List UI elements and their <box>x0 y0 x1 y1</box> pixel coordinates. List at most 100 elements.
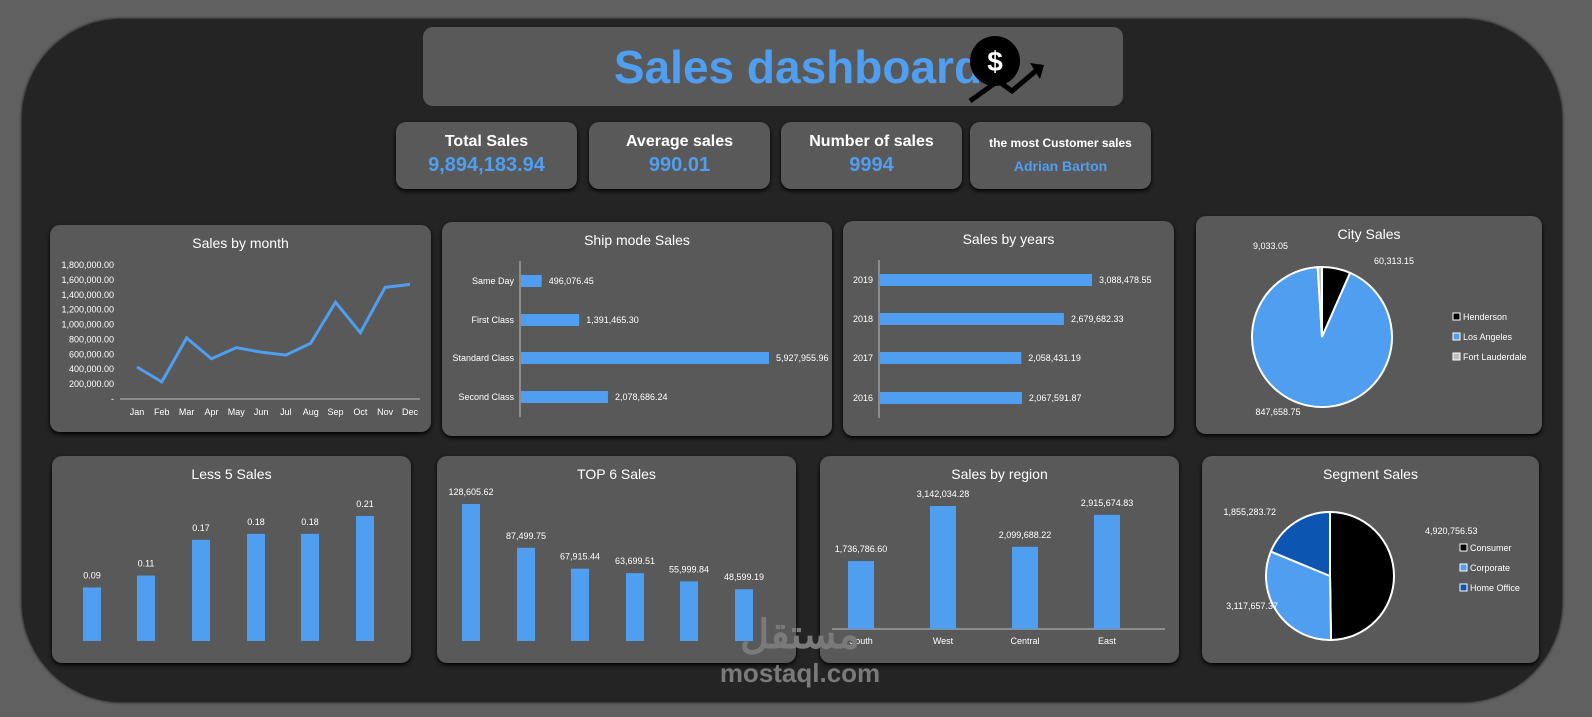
y-tick-label: 1,200,000.00 <box>61 305 114 315</box>
data-label: 2,915,674.83 <box>1081 498 1134 508</box>
category-label: 2018 <box>853 314 873 324</box>
y-tick-label: 1,000,000.00 <box>61 320 114 330</box>
data-label: 63,699.51 <box>615 556 655 566</box>
data-label: 67,915.44 <box>560 552 600 562</box>
panel-sales-by-years: Sales by years 2019 3,088,478.55 2018 2,679… <box>843 221 1174 436</box>
legend-swatch <box>1459 563 1468 572</box>
less-5-sales-chart: 0.09 0.11 0.17 0.18 0.18 0.21 <box>83 499 374 641</box>
legend-label: Fort Lauderdale <box>1463 352 1527 362</box>
bar <box>247 533 265 641</box>
chart-title: Sales by years <box>962 231 1055 247</box>
y-tick-label: 1,400,000.00 <box>61 290 114 300</box>
y-tick-label: 200,000.00 <box>69 379 114 389</box>
legend-swatch <box>1452 332 1461 341</box>
data-label: 0.21 <box>356 499 374 509</box>
category-label: 2017 <box>853 353 873 363</box>
bar <box>517 547 535 641</box>
kpi-value: 9994 <box>849 154 894 176</box>
data-label: 0.18 <box>301 517 319 527</box>
chart-title: Less 5 Sales <box>191 466 272 482</box>
data-label: 2,679,682.33 <box>1071 314 1124 324</box>
sales-by-month-chart: - 200,000.00 400,000.00 600,000.00 800,000.0… <box>61 260 420 417</box>
bar <box>626 573 644 641</box>
data-label: 3,117,657.37 <box>1226 601 1278 611</box>
data-label: 60,313.15 <box>1374 256 1414 266</box>
sales-by-region-chart: 1,736,786.60 South 3,142,034.28 West 2,099,6… <box>832 489 1165 646</box>
bar <box>1094 514 1120 629</box>
bar <box>462 504 480 641</box>
x-tick-label: Feb <box>154 407 170 417</box>
city-sales-chart: 60,313.15 847,658.75 9,033.05 Henderson Los … <box>1251 241 1527 417</box>
chart-title: TOP 6 Sales <box>577 466 656 482</box>
data-label: 4,920,756.53 <box>1425 526 1478 536</box>
bar <box>521 352 769 364</box>
legend-label: Home Office <box>1470 583 1520 593</box>
data-label: 3,088,478.55 <box>1099 275 1152 285</box>
top-6-sales-chart: 128,605.62 87,499.75 67,915.44 63,699.51 55,… <box>448 487 764 641</box>
legend-label: Consumer <box>1470 543 1512 553</box>
kpi-value: 990.01 <box>648 154 711 176</box>
pie-slice <box>1316 265 1323 338</box>
kpi-label: Number of sales <box>809 133 934 150</box>
y-tick-label: - <box>111 394 114 404</box>
bar <box>356 516 374 641</box>
kpi-total-sales: Total Sales 9,894,183.94 <box>396 122 577 189</box>
category-label: First Class <box>472 315 515 325</box>
panel-sales-by-month: Sales by month - 200,000.00 400,000.00 600,… <box>50 225 431 432</box>
chart-title: Segment Sales <box>1323 466 1418 482</box>
ship-mode-chart: Same Day 496,076.45 First Class 1,391,465.3… <box>452 261 829 417</box>
bar <box>521 391 608 403</box>
kpi-top-customer: the most Customer sales Adrian Barton <box>970 122 1151 189</box>
pie-slice <box>1269 510 1331 578</box>
bar <box>680 581 698 641</box>
data-label: 0.11 <box>138 559 155 569</box>
bar <box>521 275 542 287</box>
x-tick-label: Nov <box>377 407 394 417</box>
bar <box>1012 546 1038 629</box>
data-label: 9,033.05 <box>1253 241 1288 251</box>
bar <box>521 314 580 326</box>
bar <box>930 506 956 629</box>
category-label: Second Class <box>458 392 514 402</box>
kpi-value: 9,894,183.94 <box>428 154 545 176</box>
segment-sales-chart: 4,920,756.53 3,117,657.37 1,855,283.72 Cons… <box>1223 507 1520 642</box>
bar <box>880 274 1092 286</box>
x-tick-label: May <box>228 407 246 417</box>
pie-slice <box>1329 510 1395 642</box>
data-label: 847,658.75 <box>1255 407 1300 417</box>
category-label: 2019 <box>853 275 873 285</box>
data-label: 87,499.75 <box>506 531 546 541</box>
svg-text:$: $ <box>987 46 1003 77</box>
legend-swatch <box>1459 583 1468 592</box>
bar <box>192 539 210 641</box>
data-label: 0.18 <box>247 517 265 527</box>
chart-title: City Sales <box>1337 226 1401 242</box>
x-tick-label: Dec <box>402 407 419 417</box>
legend-swatch <box>1452 312 1461 321</box>
data-label: 2,099,688.22 <box>999 530 1052 540</box>
category-label: 2016 <box>853 393 873 403</box>
bar <box>880 392 1022 404</box>
bar <box>848 561 874 629</box>
bar <box>301 533 319 641</box>
bar <box>571 568 589 641</box>
data-label: 2,078,686.24 <box>615 392 668 402</box>
data-label: 0.09 <box>83 570 101 580</box>
x-tick-label: Apr <box>204 407 218 417</box>
y-tick-label: 400,000.00 <box>69 364 114 374</box>
data-label: 0.17 <box>192 523 210 533</box>
chart-title: Sales by region <box>951 466 1048 482</box>
y-tick-label: 600,000.00 <box>69 349 114 359</box>
data-label: 2,067,591.87 <box>1029 393 1082 403</box>
legend-label: Corporate <box>1470 563 1510 573</box>
legend-swatch <box>1459 543 1468 552</box>
data-label: 55,999.84 <box>669 564 709 574</box>
data-label: 48,599.19 <box>724 572 764 582</box>
x-tick-label: West <box>933 636 954 646</box>
bar <box>880 313 1064 325</box>
data-label: 496,076.45 <box>549 276 594 286</box>
watermark-arabic: مستقل <box>740 613 860 657</box>
legend-swatch <box>1452 352 1461 361</box>
x-tick-label: Sep <box>328 407 344 417</box>
bar <box>83 587 101 641</box>
